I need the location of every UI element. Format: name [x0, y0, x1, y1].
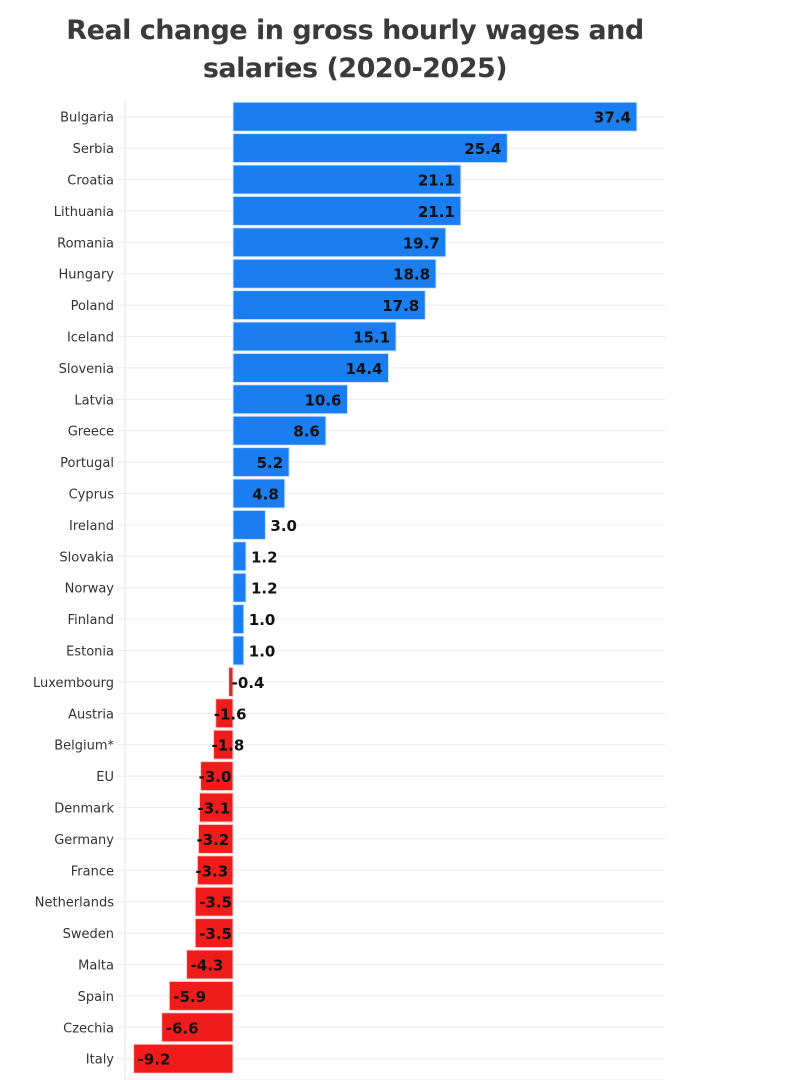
bar [168, 980, 234, 1011]
category-label: Romania [57, 236, 114, 251]
bar [232, 321, 397, 352]
value-label: 19.7 [403, 234, 440, 252]
value-label: 1.2 [251, 580, 278, 598]
category-label: Latvia [74, 393, 114, 408]
bar [232, 509, 266, 540]
value-label: 4.8 [252, 486, 279, 504]
value-label: 1.2 [251, 548, 278, 566]
category-label: Poland [71, 299, 114, 314]
value-label: 18.8 [393, 266, 430, 284]
category-label: Serbia [73, 142, 114, 157]
value-label: 5.2 [257, 454, 284, 472]
bar [232, 227, 447, 258]
category-label: Cyprus [69, 488, 115, 503]
value-label: -3.2 [196, 831, 229, 849]
value-label: -3.1 [198, 800, 231, 818]
category-label: Germany [54, 833, 114, 848]
value-label: -3.3 [195, 862, 228, 880]
category-label: France [71, 864, 114, 879]
category-label: Croatia [67, 174, 114, 189]
category-label: Iceland [67, 331, 114, 346]
value-label: 17.8 [382, 297, 419, 315]
value-label: -3.5 [199, 894, 232, 912]
value-label: 3.0 [270, 517, 297, 535]
value-label: 1.0 [249, 643, 276, 661]
value-label: 21.1 [418, 172, 455, 190]
category-label: Bulgaria [60, 111, 114, 126]
bar [194, 886, 234, 917]
bar [196, 855, 234, 886]
bar [232, 478, 286, 509]
category-labels: Bulgaria Serbia Croatia Lithuania Romania Hun… [33, 111, 115, 1068]
bar [186, 949, 234, 980]
category-label: Italy [86, 1053, 115, 1068]
chart-title: Real change in gross hourly wages and sal… [66, 15, 644, 84]
bar [200, 761, 234, 792]
bar [228, 666, 234, 697]
value-label: -3.0 [199, 768, 232, 786]
category-label: Lithuania [54, 205, 114, 220]
category-label: Luxembourg [33, 676, 114, 691]
value-label: -1.8 [212, 737, 245, 755]
value-label: -3.5 [199, 925, 232, 943]
category-label: Austria [68, 707, 114, 722]
bar [232, 290, 426, 321]
category-label: Slovakia [59, 550, 114, 565]
value-label: -6.6 [166, 1019, 199, 1037]
bars [133, 101, 638, 1074]
bar [232, 541, 247, 572]
category-label: Netherlands [35, 896, 114, 911]
bar [232, 352, 390, 383]
category-label: Slovenia [59, 362, 114, 377]
bar [194, 918, 234, 949]
value-label: 25.4 [464, 140, 501, 158]
value-label: 1.0 [249, 611, 276, 629]
bar [133, 1043, 234, 1074]
value-label: -1.6 [214, 705, 247, 723]
value-label: 10.6 [304, 391, 341, 409]
bar [161, 1012, 234, 1043]
bar [232, 635, 245, 666]
value-labels: 37.4 25.4 21.1 21.1 19.7 18.8 17.8 15.1 14.4 10.6… [138, 109, 631, 1069]
value-label: 37.4 [594, 109, 631, 127]
category-label: Hungary [58, 268, 114, 283]
bar [215, 698, 234, 729]
value-label: -0.4 [232, 674, 265, 692]
bar [232, 384, 348, 415]
category-label: Malta [78, 959, 114, 974]
bar [199, 792, 234, 823]
bar [232, 133, 508, 164]
bar [197, 823, 234, 854]
value-label: 15.1 [353, 329, 390, 347]
category-label: Portugal [60, 456, 114, 471]
bar [232, 101, 638, 132]
category-label: Denmark [54, 802, 114, 817]
value-label: -4.3 [191, 957, 224, 975]
category-label: Czechia [63, 1021, 114, 1036]
category-label: Greece [68, 425, 114, 440]
category-label: Norway [65, 582, 115, 597]
category-label: Spain [78, 990, 114, 1005]
value-label: 14.4 [346, 360, 383, 378]
category-label: Estonia [66, 645, 114, 660]
bar [232, 415, 327, 446]
value-label: -9.2 [138, 1051, 171, 1069]
category-label: EU [96, 770, 114, 785]
bar [232, 164, 462, 195]
category-label: Ireland [69, 519, 114, 534]
bar [232, 195, 462, 226]
bar [232, 447, 290, 478]
value-label: 21.1 [418, 203, 455, 221]
value-label: -5.9 [173, 988, 206, 1006]
category-label: Finland [68, 613, 114, 628]
value-label: 8.6 [293, 423, 320, 441]
bar [232, 572, 247, 603]
bar [232, 604, 245, 635]
bar [232, 258, 437, 289]
bar [213, 729, 234, 760]
category-label: Sweden [63, 927, 114, 942]
category-label: Belgium* [54, 739, 114, 754]
